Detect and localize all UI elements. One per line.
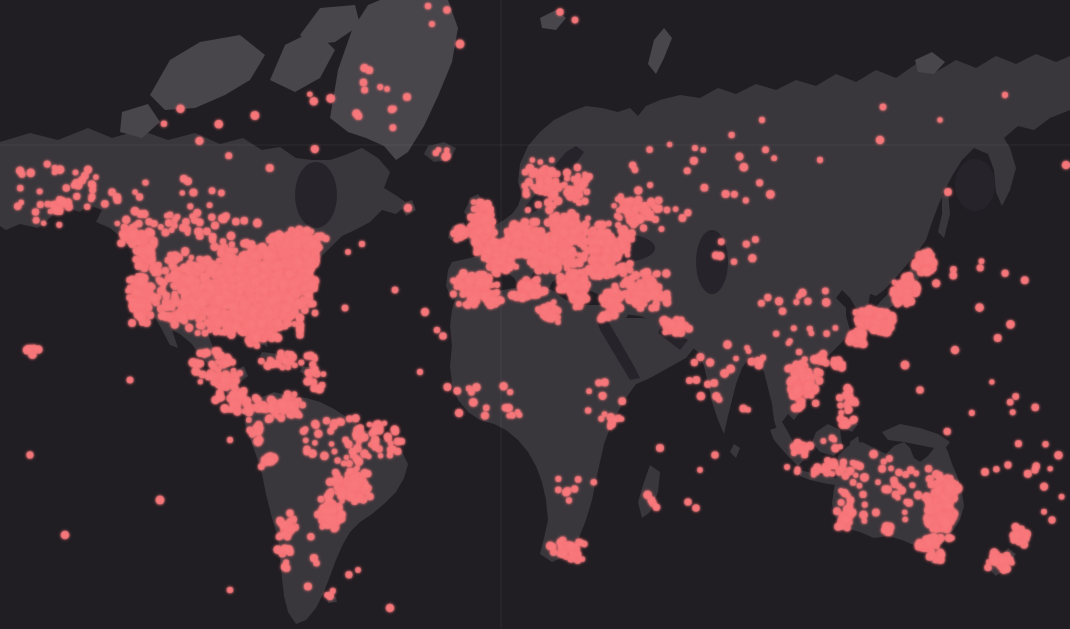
world-map[interactable] bbox=[0, 0, 1070, 629]
data-point-dot-layer bbox=[0, 0, 1070, 629]
